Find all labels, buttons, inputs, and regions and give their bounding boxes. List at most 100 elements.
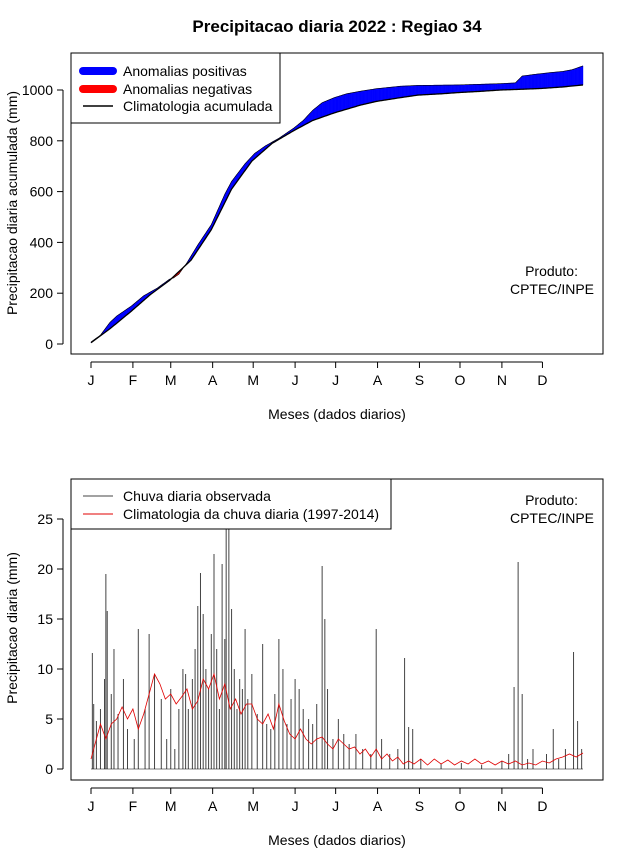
positive-anomaly-segment xyxy=(535,73,538,89)
positive-anomaly-segment xyxy=(353,92,355,108)
positive-anomaly-segment xyxy=(426,85,428,95)
positive-anomaly-segment xyxy=(412,85,415,97)
bottom-legend: Chuva diaria observada Climatologia da c… xyxy=(70,478,392,530)
positive-anomaly-segment xyxy=(457,84,459,93)
positive-anomaly-segment xyxy=(478,84,481,92)
positive-anomaly-segment xyxy=(493,83,496,91)
top-y-axis-label: Precipitacao diaria acumulada (mm) xyxy=(4,91,20,315)
positive-anomaly-segment xyxy=(573,68,576,87)
positive-anomaly-segment xyxy=(581,65,584,86)
positive-anomaly-segment xyxy=(481,83,484,92)
positive-anomaly-segment xyxy=(505,83,508,91)
positive-anomaly-segment xyxy=(336,96,339,113)
positive-anomaly-segment xyxy=(366,89,369,104)
top-x-tick-label: M xyxy=(165,372,177,388)
bottom-x-tick-label: N xyxy=(497,798,507,814)
positive-anomaly-segment xyxy=(451,84,454,94)
positive-anomaly-segment xyxy=(542,73,545,89)
positive-anomaly-segment xyxy=(474,84,477,92)
positive-anomaly-segment xyxy=(455,84,458,93)
positive-anomaly-segment xyxy=(424,85,427,95)
positive-anomaly-segment xyxy=(440,84,443,95)
positive-anomaly-segment xyxy=(496,83,499,91)
positive-anomaly-segment xyxy=(430,85,432,95)
positive-anomaly-segment xyxy=(420,85,423,96)
positive-anomaly-segment xyxy=(339,95,342,112)
positive-anomaly-segment xyxy=(312,108,315,121)
positive-anomaly-segment xyxy=(567,69,570,87)
positive-anomaly-segment xyxy=(373,88,376,103)
positive-anomaly-segment xyxy=(448,84,451,94)
legend-observed-label: Chuva diaria observada xyxy=(123,488,271,504)
top-x-tick-label: J xyxy=(332,372,339,388)
positive-anomaly-segment xyxy=(334,96,336,114)
positive-anomaly-segment xyxy=(534,74,536,89)
positive-anomaly-segment xyxy=(375,88,378,102)
positive-anomaly-segment xyxy=(432,85,435,95)
positive-anomaly-segment xyxy=(324,100,327,117)
positive-anomaly-segment xyxy=(576,67,578,86)
positive-anomaly-segment xyxy=(398,85,401,99)
bottom-y-tick-label: 10 xyxy=(37,661,53,677)
positive-anomaly-segment xyxy=(494,83,497,91)
positive-anomaly-segment xyxy=(554,71,557,88)
positive-anomaly-segment xyxy=(580,66,582,86)
positive-anomaly-segment xyxy=(348,92,351,109)
positive-anomaly-segment xyxy=(330,98,332,115)
positive-anomaly-segment xyxy=(511,82,513,90)
top-x-tick-label: J xyxy=(292,372,299,388)
positive-anomaly-segment xyxy=(482,83,485,92)
top-x-axis-label: Meses (dados diarios) xyxy=(268,406,406,422)
positive-anomaly-segment xyxy=(566,70,569,87)
positive-anomaly-segment xyxy=(408,85,411,97)
positive-anomaly-segment xyxy=(327,99,330,116)
positive-anomaly-segment xyxy=(498,83,501,91)
positive-anomaly-segment xyxy=(347,93,350,110)
positive-anomaly-segment xyxy=(340,94,343,112)
positive-anomaly-segment xyxy=(543,72,546,89)
top-producer-label: Produto: xyxy=(525,263,578,279)
bottom-y-tick-label: 5 xyxy=(45,711,53,727)
bottom-y-tick-label: 20 xyxy=(37,561,53,577)
positive-anomaly-segment xyxy=(501,83,504,91)
positive-anomaly-segment xyxy=(411,85,413,97)
positive-anomaly-segment xyxy=(354,91,357,108)
positive-anomaly-segment xyxy=(351,92,354,108)
positive-anomaly-segment xyxy=(343,93,346,111)
bottom-x-tick-label: D xyxy=(537,798,547,814)
top-x-tick-label: A xyxy=(373,372,383,388)
positive-anomaly-segment xyxy=(485,83,488,92)
positive-anomaly-segment xyxy=(415,85,417,96)
positive-anomaly-segment xyxy=(532,74,535,90)
legend-clim-daily-label: Climatologia da chuva diaria (1997-2014) xyxy=(123,506,379,522)
positive-anomaly-segment xyxy=(362,90,365,105)
positive-anomaly-segment xyxy=(331,97,334,115)
positive-anomaly-segment xyxy=(369,89,371,104)
bottom-y-tick-label: 25 xyxy=(37,511,53,527)
positive-anomaly-segment xyxy=(508,82,511,90)
positive-anomaly-segment xyxy=(549,72,551,89)
positive-anomaly-segment xyxy=(405,85,408,98)
positive-anomaly-segment xyxy=(466,84,469,93)
positive-anomaly-segment xyxy=(389,86,392,100)
positive-anomaly-segment xyxy=(393,86,396,99)
positive-anomaly-segment xyxy=(577,67,580,86)
positive-anomaly-segment xyxy=(450,84,453,94)
positive-anomaly-segment xyxy=(320,102,323,118)
daily-chart: 0 5 10 15 20 25 J F M A M J J A S O N D Precipitacao dia… xyxy=(4,478,604,848)
top-x-tick-label: O xyxy=(455,372,466,388)
positive-anomaly-segment xyxy=(492,83,494,91)
positive-anomaly-segment xyxy=(480,84,482,92)
positive-anomaly-segment xyxy=(346,93,349,110)
bottom-x-tick-label: S xyxy=(415,798,424,814)
positive-anomaly-segment xyxy=(555,71,558,88)
positive-anomaly-segment xyxy=(519,76,522,90)
positive-anomaly-segment xyxy=(561,71,563,88)
top-x-tick-label: J xyxy=(88,372,95,388)
positive-anomaly-segment xyxy=(342,94,344,111)
positive-anomaly-segment xyxy=(569,69,572,87)
positive-anomaly-segment xyxy=(459,84,462,93)
top-y-tick-label: 800 xyxy=(30,133,54,149)
